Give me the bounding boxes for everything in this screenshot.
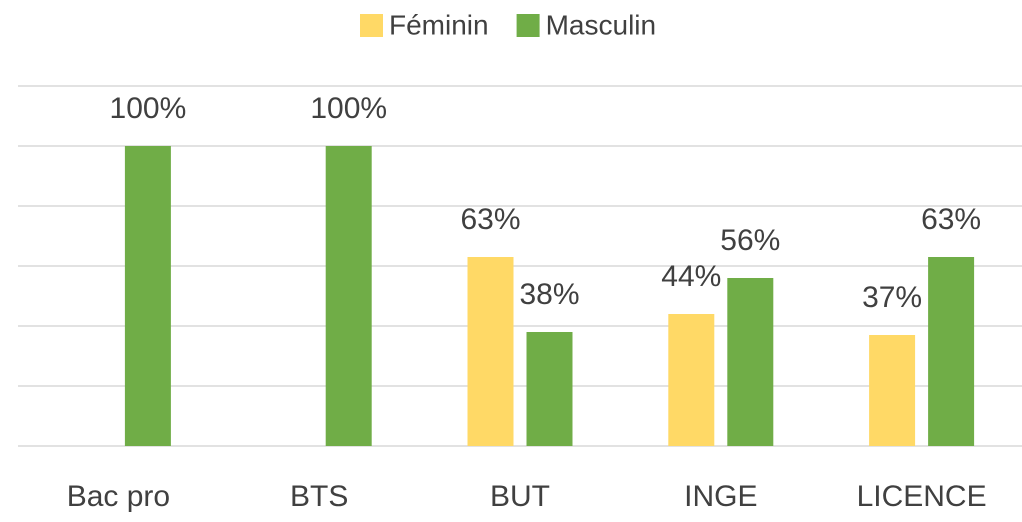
- data-label: 63%: [921, 203, 981, 236]
- x-tick-label: LICENCE: [857, 480, 987, 513]
- bar: [325, 146, 372, 446]
- data-label: 38%: [519, 278, 579, 311]
- bar: [467, 257, 514, 446]
- data-label: 100%: [310, 92, 387, 125]
- x-tick-label: BUT: [490, 480, 550, 513]
- bar: [727, 278, 774, 446]
- x-tick-label: BTS: [290, 480, 348, 513]
- data-label: 100%: [110, 92, 187, 125]
- bar: [869, 335, 916, 446]
- bar: [668, 314, 715, 446]
- bar: [928, 257, 975, 446]
- legend-swatch: [516, 14, 540, 37]
- x-tick-label: Bac pro: [67, 480, 170, 513]
- bar: [124, 146, 171, 446]
- bar: [526, 332, 573, 446]
- data-label: 44%: [661, 260, 721, 293]
- legend-label: Masculin: [546, 9, 656, 40]
- data-label: 56%: [720, 224, 780, 257]
- legend-label: Féminin: [389, 9, 489, 40]
- data-label: 63%: [460, 203, 520, 236]
- legend-swatch: [360, 14, 383, 37]
- data-label: 37%: [862, 281, 922, 314]
- x-tick-label: INGE: [684, 480, 757, 513]
